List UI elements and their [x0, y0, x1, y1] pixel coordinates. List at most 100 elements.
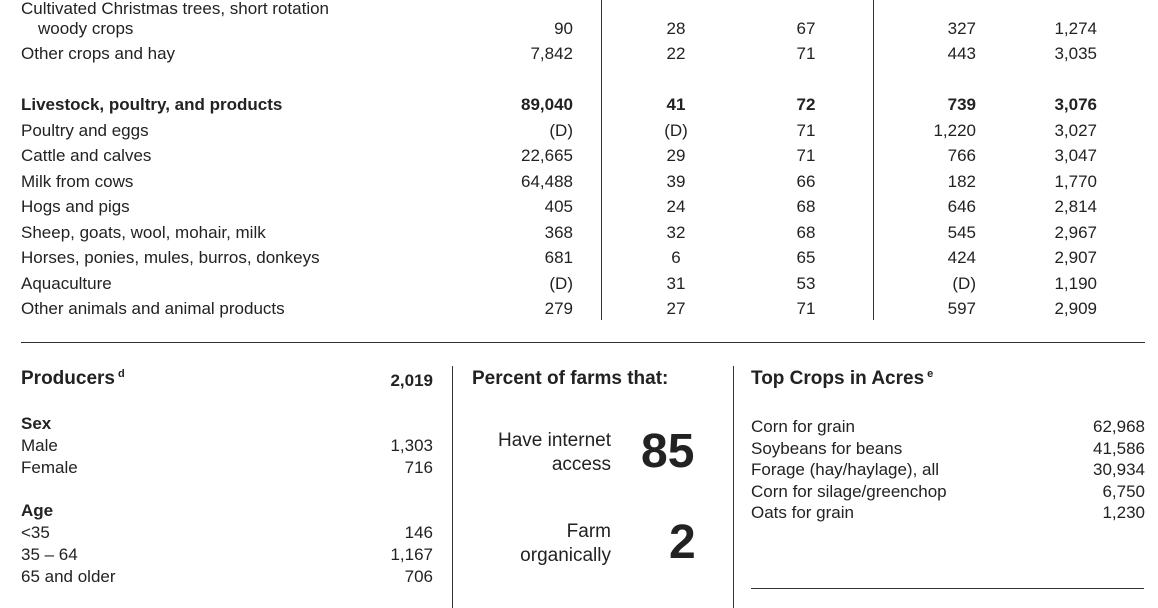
row-value-col2: 22 — [666, 44, 686, 63]
percent-farms-title: Percent of farms that: — [472, 368, 669, 389]
top-crops-section: Top Crops in Acres e Corn for grain 62,968… — [734, 342, 1158, 608]
row-label: Other crops and hay — [21, 44, 176, 63]
internet-access-value: 85 — [641, 425, 695, 478]
row-value-col5: 1,190 — [1054, 274, 1097, 293]
row-value-col1: 279 — [544, 299, 573, 318]
top-crop-value: 6,750 — [1102, 481, 1145, 501]
row-value-col4: 597 — [947, 299, 976, 318]
table-row: Sheep, goats, wool, mohair, milk 368 32 68 5… — [0, 221, 1158, 245]
row-value-col5: 1,274 — [1054, 19, 1097, 38]
row-value-col2: 29 — [666, 146, 686, 165]
table-row: Livestock, poultry, and products 89,040 41… — [0, 93, 1158, 117]
row-value-col4: 443 — [947, 44, 976, 63]
sex-female-label: Female — [21, 458, 78, 477]
table-row: Other crops and hay 7,842 22 71 443 3,035 — [0, 42, 1158, 66]
row-value-col5: 3,035 — [1054, 44, 1097, 63]
top-crops-footnote: e — [927, 367, 934, 380]
row-label: Sheep, goats, wool, mohair, milk — [21, 223, 266, 242]
age-under35-label: <35 — [21, 523, 50, 542]
row-label: Cattle and calves — [21, 146, 152, 165]
row-value-col3: 66 — [796, 172, 816, 191]
row-value-col4: 327 — [947, 19, 976, 38]
row-value-col5: 2,909 — [1054, 299, 1097, 318]
row-value-col2: 32 — [666, 223, 686, 242]
top-crop-value: 62,968 — [1093, 417, 1145, 436]
row-value-col2: 41 — [666, 95, 686, 114]
row-value-col1: 7,842 — [530, 44, 573, 63]
row-value-col3: 71 — [796, 146, 816, 165]
table-column-divider-2 — [873, 0, 874, 320]
top-crop-label: Soybeans for beans — [751, 438, 903, 458]
top-crops-bottom-rule — [751, 588, 1144, 589]
row-value-col1: (D) — [549, 274, 573, 293]
table-column-divider-1 — [601, 0, 602, 320]
row-value-col4: 1,220 — [933, 121, 976, 140]
age-35-64-value: 1,167 — [390, 545, 433, 564]
age-under35-value: 146 — [404, 523, 433, 542]
top-crop-value: 41,586 — [1093, 438, 1145, 458]
table-row: Aquaculture (D) 31 53 (D) 1,190 — [0, 272, 1158, 296]
top-crops-title: Top Crops in Acres e — [751, 367, 934, 389]
row-value-col1: 89,040 — [521, 95, 573, 114]
row-value-col5: 2,967 — [1054, 223, 1097, 242]
table-row: Milk from cows 64,488 39 66 182 1,770 — [0, 170, 1158, 194]
row-value-col5: 3,076 — [1054, 95, 1097, 114]
top-crop-label: Corn for grain — [751, 417, 855, 436]
row-value-col3: 67 — [796, 19, 816, 38]
farm-organically-value: 2 — [669, 516, 696, 569]
row-value-col5: 2,814 — [1054, 197, 1097, 216]
section-divider — [21, 342, 1145, 343]
row-value-col4: 766 — [947, 146, 976, 165]
row-value-col1: 22,665 — [521, 146, 573, 165]
row-value-col1: 368 — [544, 223, 573, 242]
row-value-col3: 53 — [796, 274, 816, 293]
table-row: Poultry and eggs (D) (D) 71 1,220 3,027 — [0, 119, 1158, 143]
table-row: Other animals and animal products 279 27 71… — [0, 297, 1158, 321]
top-crop-label: Oats for grain — [751, 503, 854, 522]
table-row: Cattle and calves 22,665 29 71 766 3,047 — [0, 144, 1158, 168]
sex-male-value: 1,303 — [390, 436, 433, 455]
sex-heading: Sex — [21, 414, 52, 433]
age-65plus-value: 706 — [404, 567, 433, 586]
row-label: Hogs and pigs — [21, 197, 130, 216]
row-label: woody crops — [38, 19, 134, 38]
producers-footnote: d — [117, 367, 125, 380]
commodity-table: Cultivated Christmas trees, short rotati… — [0, 0, 1158, 321]
row-value-col3: 68 — [796, 197, 816, 216]
row-value-col1: 90 — [554, 19, 573, 38]
top-crop-label: Corn for silage/greenchop — [751, 481, 947, 501]
row-value-col3: 71 — [796, 299, 816, 318]
age-65plus-label: 65 and older — [21, 567, 116, 586]
row-value-col2: 6 — [671, 248, 681, 267]
row-value-col4: 646 — [947, 197, 976, 216]
sex-female-value: 716 — [404, 458, 433, 477]
percent-farms-section: Percent of farms that: Have internet acc… — [453, 342, 733, 608]
producers-total: 2,019 — [390, 371, 433, 390]
row-value-col3: 71 — [796, 44, 816, 63]
row-value-col1: 64,488 — [521, 172, 573, 191]
row-value-col2: 39 — [666, 172, 686, 191]
producers-title: Producers d — [21, 367, 125, 389]
top-crop-value: 30,934 — [1093, 460, 1145, 479]
table-row: Hogs and pigs 405 24 68 646 2,814 — [0, 195, 1158, 219]
row-value-col1: 405 — [544, 197, 573, 216]
row-label: Other animals and animal products — [21, 299, 285, 318]
row-value-col4: 424 — [947, 248, 976, 267]
row-value-col1: 681 — [544, 248, 573, 267]
row-value-col3: 68 — [796, 223, 816, 242]
table-row: Horses, ponies, mules, burros, donkeys 68… — [0, 246, 1158, 270]
percent-farms-divider — [733, 366, 734, 608]
row-value-col3: 65 — [796, 248, 816, 267]
row-label: Milk from cows — [21, 172, 134, 191]
sex-male-label: Male — [21, 436, 58, 455]
row-label: Poultry and eggs — [21, 121, 149, 140]
row-value-col1: (D) — [549, 121, 573, 140]
row-value-col5: 3,027 — [1054, 121, 1097, 140]
row-label: Horses, ponies, mules, burros, donkeys — [21, 248, 320, 267]
top-crop-label: Forage (hay/haylage), all — [751, 460, 940, 479]
row-label: Cultivated Christmas trees, short rotati… — [21, 0, 330, 18]
row-value-col4: 182 — [947, 172, 976, 191]
producers-divider — [452, 366, 453, 608]
row-value-col2: 31 — [666, 274, 686, 293]
row-label: Aquaculture — [21, 274, 112, 293]
